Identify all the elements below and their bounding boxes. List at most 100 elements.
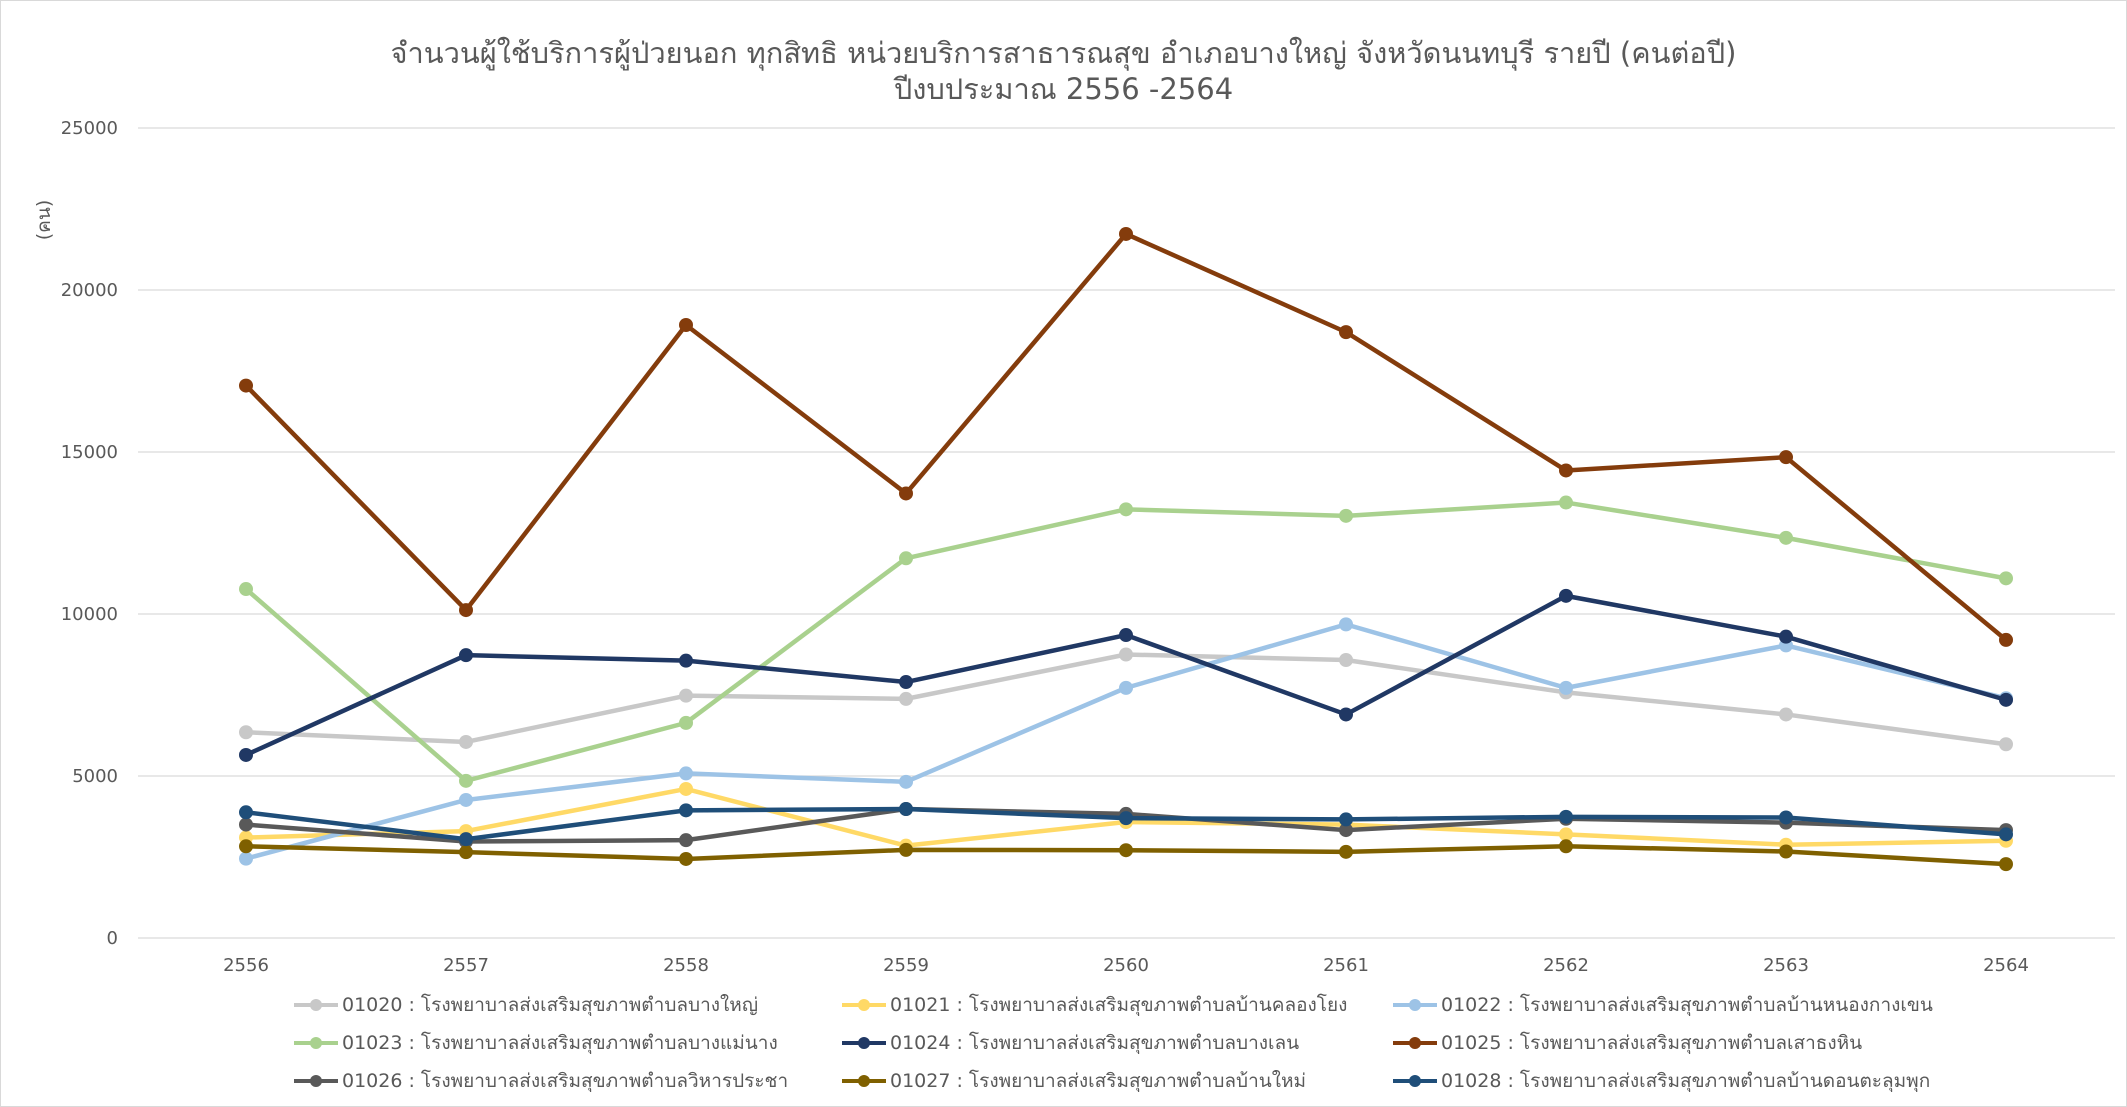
data-point [459, 773, 473, 788]
data-point [899, 774, 913, 789]
data-point [1119, 843, 1133, 858]
data-point [679, 653, 693, 668]
data-point [459, 648, 473, 663]
series-line [244, 231, 2008, 642]
data-point [459, 832, 473, 847]
x-tick-label: 2559 [883, 955, 929, 976]
x-tick-label: 2556 [223, 955, 269, 976]
data-point [1339, 325, 1353, 340]
data-point [1779, 629, 1793, 644]
data-point [899, 691, 913, 706]
data-point [1559, 588, 1573, 603]
data-point [239, 839, 253, 854]
data-point [1779, 810, 1793, 825]
y-tick-label: 10000 [61, 604, 118, 625]
data-point [459, 603, 473, 618]
data-point [1999, 827, 2013, 842]
series-01024 [239, 588, 2013, 762]
legend-swatch [1393, 1033, 1437, 1053]
series-01025 [239, 226, 2013, 647]
data-point [899, 551, 913, 566]
legend-item: 01024 : โรงพยาบาลส่งเสริมสุขภาพตำบลบางเล… [842, 1028, 1299, 1058]
data-point [1559, 809, 1573, 824]
x-tick-label: 2564 [1983, 955, 2029, 976]
legend-swatch [1393, 1071, 1437, 1091]
data-point [1119, 680, 1133, 695]
data-point [239, 805, 253, 820]
series-01023 [239, 495, 2013, 788]
legend-label: 01021 : โรงพยาบาลส่งเสริมสุขภาพตำบลบ้านค… [890, 994, 1348, 1016]
data-point [1339, 812, 1353, 827]
legend-label: 01022 : โรงพยาบาลส่งเสริมสุขภาพตำบลบ้านห… [1441, 994, 1933, 1016]
data-point [899, 802, 913, 817]
y-axis-ticks: 0 5000 10000 15000 20000 25000 [61, 118, 118, 949]
x-tick-label: 2561 [1323, 955, 1369, 976]
chart-subtitle: ปีงบประมาณ 2556 -2564 [893, 72, 1234, 106]
data-point [239, 747, 253, 762]
legend-item: 01021 : โรงพยาบาลส่งเสริมสุขภาพตำบลบ้านค… [842, 990, 1347, 1020]
x-tick-label: 2557 [443, 955, 489, 976]
legend-swatch [294, 1033, 338, 1053]
legend-item: 01026 : โรงพยาบาลส่งเสริมสุขภาพตำบลวิหาร… [294, 1066, 788, 1096]
legend-item: 01020 : โรงพยาบาลส่งเสริมสุขภาพตำบลบางให… [294, 990, 758, 1020]
data-point [1339, 823, 1353, 838]
data-point [679, 317, 693, 332]
y-tick-label: 25000 [61, 118, 118, 139]
data-point [1559, 463, 1573, 478]
y-tick-label: 20000 [61, 280, 118, 301]
y-tick-label: 5000 [72, 766, 118, 787]
y-tick-label: 0 [107, 928, 118, 949]
data-point [679, 833, 693, 848]
data-point [1779, 707, 1793, 722]
data-point [459, 792, 473, 807]
data-point [239, 378, 253, 393]
data-point [1339, 844, 1353, 859]
data-point [239, 725, 253, 740]
data-point [899, 486, 913, 501]
data-point [1119, 502, 1133, 517]
legend-label: 01023 : โรงพยาบาลส่งเสริมสุขภาพตำบลบางแม… [342, 1032, 778, 1054]
data-point [1559, 680, 1573, 695]
legend-swatch [1393, 995, 1437, 1015]
data-point [1559, 827, 1573, 842]
data-point [1999, 571, 2013, 586]
series-01020 [239, 647, 2013, 752]
legend-label: 01020 : โรงพยาบาลส่งเสริมสุขภาพตำบลบางให… [342, 994, 759, 1016]
y-axis-label: (คน) [33, 200, 55, 241]
data-point [239, 582, 253, 597]
data-point [679, 766, 693, 781]
data-point [1779, 530, 1793, 545]
legend-item: 01022 : โรงพยาบาลส่งเสริมสุขภาพตำบลบ้านห… [1393, 990, 1933, 1020]
data-point [1779, 450, 1793, 465]
x-tick-label: 2560 [1103, 955, 1149, 976]
legend-item: 01027 : โรงพยาบาลส่งเสริมสุขภาพตำบลบ้านใ… [842, 1066, 1306, 1096]
legend-label: 01024 : โรงพยาบาลส่งเสริมสุขภาพตำบลบางเล… [890, 1032, 1300, 1054]
data-point [1339, 617, 1353, 632]
data-point [1779, 844, 1793, 859]
legend-swatch [294, 1071, 338, 1091]
legend-label: 01025 : โรงพยาบาลส่งเสริมสุขภาพตำบลเสาธง… [1441, 1032, 1863, 1054]
data-point [459, 734, 473, 749]
data-point [1119, 226, 1133, 241]
data-point [1999, 632, 2013, 647]
data-point [1999, 737, 2013, 752]
legend-label: 01028 : โรงพยาบาลส่งเสริมสุขภาพตำบลบ้านด… [1441, 1070, 1931, 1092]
legend-item: 01025 : โรงพยาบาลส่งเสริมสุขภาพตำบลเสาธง… [1393, 1028, 1862, 1058]
x-tick-label: 2563 [1763, 955, 1809, 976]
legend-swatch [842, 995, 886, 1015]
series-01027 [239, 839, 2013, 872]
data-point [1339, 653, 1353, 668]
data-point [679, 803, 693, 818]
data-point [679, 781, 693, 796]
data-point [1119, 647, 1133, 662]
data-point [899, 675, 913, 690]
data-point [1999, 857, 2013, 872]
y-tick-label: 15000 [61, 442, 118, 463]
legend-label: 01026 : โรงพยาบาลส่งเสริมสุขภาพตำบลวิหาร… [342, 1070, 789, 1092]
data-point [1559, 495, 1573, 510]
legend-swatch [294, 995, 338, 1015]
data-point [1559, 839, 1573, 854]
legend-swatch [842, 1033, 886, 1053]
chart-title: จำนวนผู้ใช้บริการผู้ป่วยนอก ทุกสิทธิ หน่… [390, 36, 1737, 70]
